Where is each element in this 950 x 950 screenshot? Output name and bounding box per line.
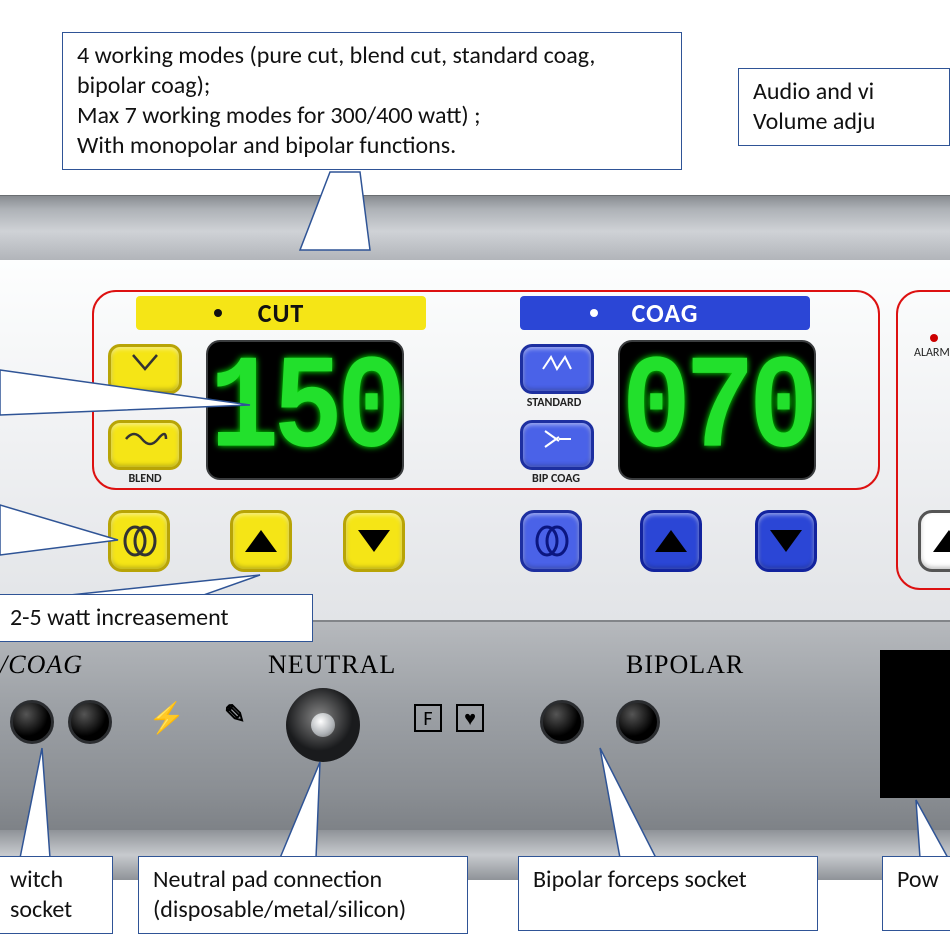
arrow-down-icon	[358, 530, 390, 552]
bipcoag-label: BIP COAG	[516, 472, 596, 486]
dot-icon	[214, 309, 222, 317]
arrow-up-icon	[933, 530, 950, 552]
coag-display: 070	[618, 340, 816, 480]
vol-up-button[interactable]	[918, 510, 950, 572]
alarm-led-icon	[930, 334, 938, 342]
cutcoag-label: /COAG	[0, 650, 83, 680]
coag-header: COAG	[520, 296, 810, 330]
bipcoag-button[interactable]	[520, 420, 594, 470]
cut-display: 150	[206, 340, 404, 480]
pure-button[interactable]	[108, 344, 182, 394]
f-box-icon: F	[414, 704, 442, 732]
alarm-label: ALARM	[914, 346, 950, 360]
callout-increment: 2-5 watt increasement	[0, 594, 313, 642]
callout-power: Pow	[882, 856, 950, 931]
bolt-icon: ⚡	[148, 700, 185, 737]
bipolar-jack-2[interactable]	[616, 700, 660, 744]
callout-switch-socket: witch socket	[0, 856, 113, 934]
arrow-up-icon	[245, 530, 277, 552]
diagram-stage: J150 CUT COAG PURE BLEND 150 STANDARD BI…	[0, 0, 950, 950]
cut-value: 150	[210, 334, 401, 486]
arrow-down-icon	[770, 530, 802, 552]
device-top-rail	[0, 195, 950, 260]
blend-label: BLEND	[105, 472, 185, 486]
cut-header: CUT	[136, 296, 426, 330]
coag-value: 070	[622, 334, 813, 486]
callout-bipolar-text: Bipolar forceps socket	[533, 865, 747, 894]
coag-jack-2[interactable]	[68, 700, 112, 744]
callout-neutral-text: Neutral pad connection (disposable/metal…	[153, 865, 406, 924]
standard-label: STANDARD	[514, 396, 594, 410]
coag-down-button[interactable]	[755, 510, 817, 572]
callout-modes-text: 4 working modes (pure cut, blend cut, st…	[77, 41, 595, 160]
cut-aux-button[interactable]	[108, 510, 170, 572]
bipolar-label: BIPOLAR	[626, 650, 744, 680]
arrow-up-icon	[655, 530, 687, 552]
power-port[interactable]	[880, 650, 950, 798]
callout-neutral: Neutral pad connection (disposable/metal…	[138, 856, 468, 934]
coag-header-label: COAG	[632, 297, 699, 329]
neutral-label: NEUTRAL	[268, 650, 396, 680]
coag-up-button[interactable]	[640, 510, 702, 572]
cut-down-button[interactable]	[343, 510, 405, 572]
cut-header-label: CUT	[258, 297, 305, 329]
neutral-jack[interactable]	[286, 688, 360, 762]
callout-increment-text: 2-5 watt increasement	[10, 603, 229, 632]
callout-modes: 4 working modes (pure cut, blend cut, st…	[62, 32, 682, 170]
blend-button[interactable]	[108, 420, 182, 470]
pure-label: PURE	[105, 396, 185, 410]
model-number: J150	[0, 365, 48, 414]
callout-power-text: Pow	[897, 865, 939, 894]
callout-audio-text: Audio and vi Volume adju	[753, 77, 875, 136]
cut-up-button[interactable]	[230, 510, 292, 572]
coag-aux-button[interactable]	[520, 510, 582, 572]
coag-jack-1[interactable]	[10, 700, 54, 744]
bipolar-jack-1[interactable]	[540, 700, 584, 744]
heart-box-icon: ♥	[456, 704, 484, 732]
standard-button[interactable]	[520, 344, 594, 394]
callout-bipolar: Bipolar forceps socket	[518, 856, 818, 931]
dot-icon	[590, 309, 598, 317]
pad-icon: ✎	[224, 698, 246, 730]
callout-switch-text: witch socket	[10, 865, 72, 924]
callout-audio: Audio and vi Volume adju	[738, 68, 950, 146]
